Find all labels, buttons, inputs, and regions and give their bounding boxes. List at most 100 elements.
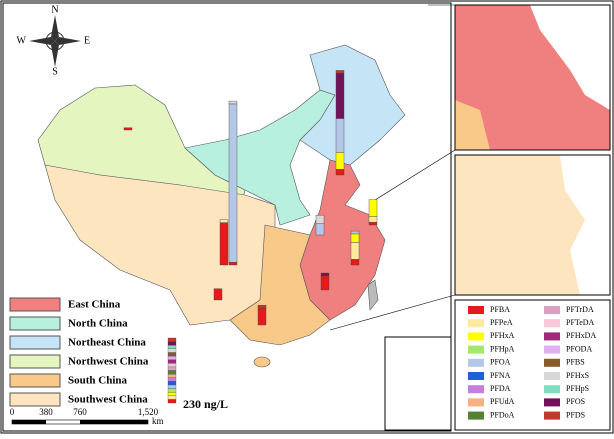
reference-segment — [167, 348, 177, 353]
scale-unit: km — [152, 416, 164, 426]
region-label: Northwest China — [68, 356, 149, 368]
compound-swatch — [468, 306, 484, 314]
compound-swatch — [544, 319, 560, 328]
compound-swatch — [544, 358, 560, 367]
compound-label: PFBA — [490, 305, 510, 314]
compound-swatch — [468, 345, 484, 354]
compass-e: E — [84, 35, 90, 46]
region-swatch — [9, 354, 61, 369]
bar-segment — [257, 305, 267, 309]
compound-label: PFDS — [566, 410, 585, 419]
compound-swatch — [544, 372, 560, 380]
bar-segment — [315, 215, 325, 224]
region-swatch — [9, 316, 61, 331]
bar-segment — [213, 288, 223, 301]
scale-bar-outline — [11, 419, 149, 425]
zoom-line — [329, 294, 456, 331]
region-label: East China — [68, 299, 121, 311]
reference-segment — [167, 352, 177, 357]
bar-segment — [228, 103, 238, 263]
scale-tick-label: 760 — [73, 407, 87, 417]
compound-swatch — [468, 319, 484, 328]
reference-segment — [167, 373, 177, 378]
compound-label: PFOA — [490, 358, 511, 367]
bar-segment — [228, 261, 238, 266]
compound-label: PFOS — [566, 397, 585, 406]
compass: N S E W — [17, 4, 91, 77]
compound-legend: PFBA PFPeA PFHxA PFHpA PFOA PFNA PFDA PFUdA PFDo… — [468, 305, 596, 420]
region-label: Northeast China — [68, 337, 146, 349]
compound-swatch — [544, 411, 560, 420]
reference-label: 230 ng/L — [183, 397, 228, 411]
hainan — [253, 356, 271, 368]
reference-segment — [167, 392, 177, 396]
bar-segment — [368, 221, 378, 226]
bar-segment — [335, 73, 345, 119]
reference-segment — [167, 337, 177, 342]
compound-label: PFNA — [490, 371, 511, 380]
reference-segment — [167, 363, 177, 368]
region-label: South China — [68, 375, 128, 387]
bar-segment — [335, 118, 345, 153]
region-swatch — [9, 392, 61, 407]
region-north — [184, 89, 336, 226]
compound-label: PFUdA — [490, 397, 515, 406]
reference-segment — [167, 388, 177, 393]
compound-swatch — [468, 398, 484, 407]
region-swatch — [9, 373, 61, 388]
compound-label: PFTeDA — [566, 318, 595, 327]
compound-label: PFODA — [566, 344, 592, 353]
region-label: North China — [68, 318, 128, 330]
bar-segment — [257, 307, 267, 326]
reference-segment — [167, 345, 177, 349]
inset-south-sea — [384, 336, 452, 431]
compound-swatch — [468, 385, 484, 394]
compound-label: PFDoA — [490, 410, 515, 419]
bar-segment — [320, 275, 330, 291]
compound-label: PFHpA — [490, 344, 515, 353]
reference-segment — [167, 355, 177, 360]
region-legend: East China North China Northeast China Nort… — [9, 297, 149, 407]
compound-swatch — [544, 345, 560, 354]
bar-segment — [335, 152, 345, 170]
compound-swatch — [544, 306, 560, 314]
reference-segment — [167, 359, 177, 364]
inset-top-sea — [530, 5, 610, 110]
bar-segment — [368, 199, 378, 217]
inset-top-land — [455, 100, 490, 150]
compound-label: PFDA — [490, 384, 511, 393]
scale-tick-label: 380 — [39, 407, 53, 417]
bar-segment — [368, 216, 378, 223]
bar-segment — [123, 127, 133, 131]
compound-swatch — [468, 358, 484, 367]
bar-segment — [219, 222, 229, 266]
bar-segment — [350, 242, 360, 260]
compass-s: S — [52, 66, 58, 77]
compound-swatch — [544, 398, 560, 407]
bar-segment — [320, 272, 330, 277]
scale-bar-fill — [80, 420, 148, 424]
reference-segment — [167, 341, 177, 346]
compound-swatch — [544, 385, 560, 394]
compound-label: PFBS — [566, 358, 585, 367]
compound-swatch — [544, 332, 560, 341]
site-bars — [123, 70, 378, 326]
reference-segment — [167, 399, 177, 404]
compass-n: N — [51, 4, 58, 15]
region-swatch — [9, 335, 61, 350]
reference-segment — [167, 395, 177, 400]
compound-label: PFHxA — [490, 331, 515, 340]
compound-label: PFHpS — [566, 384, 589, 393]
compound-swatch — [468, 372, 484, 380]
bar-segment — [335, 70, 345, 74]
taiwan — [367, 279, 379, 311]
compound-label: PFHxS — [566, 371, 589, 380]
bar-segment — [350, 259, 360, 266]
insets — [329, 4, 611, 431]
inset-middle-sea — [560, 155, 610, 295]
reference-segment — [167, 377, 177, 382]
reference-segment — [167, 366, 177, 371]
bar-segment — [335, 169, 345, 176]
bar-segment — [350, 230, 360, 235]
